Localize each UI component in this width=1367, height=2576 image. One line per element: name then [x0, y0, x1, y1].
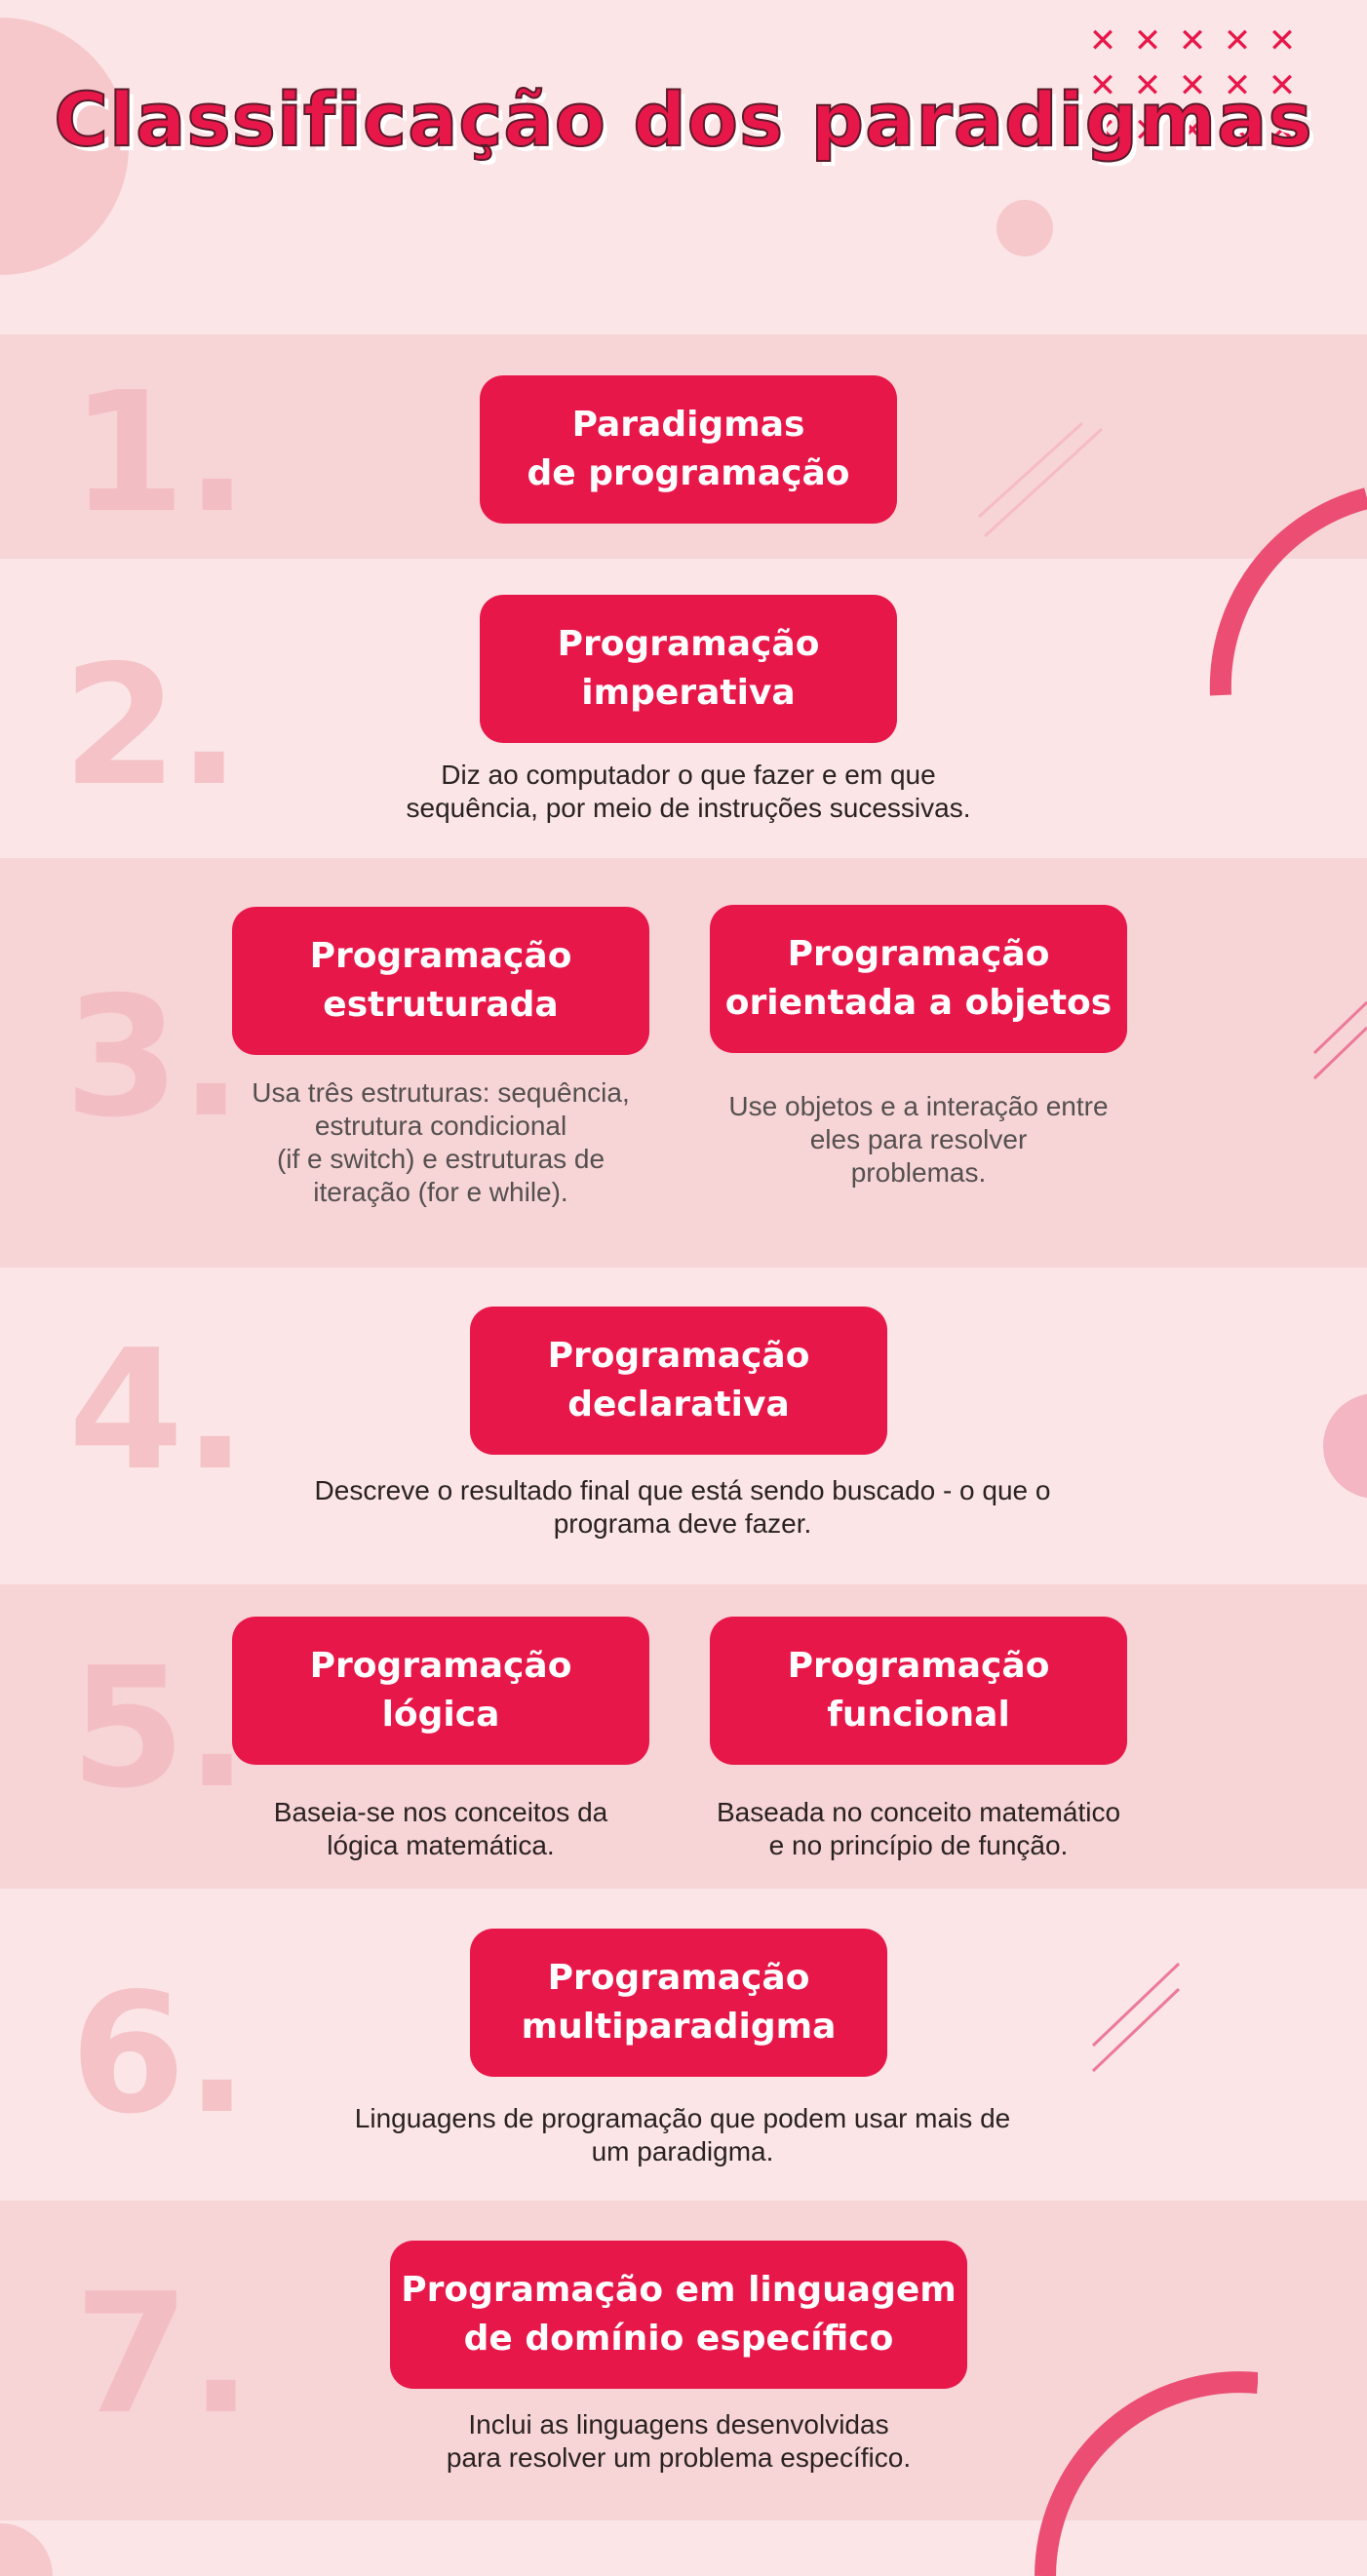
box-programacao-estruturada: Programação estruturada	[232, 907, 649, 1055]
section-number-3: 3.	[64, 961, 243, 1154]
section-number-6: 6.	[70, 1958, 249, 2151]
section-number-1: 1.	[70, 357, 249, 550]
diagonal-lines-decoration-1	[977, 421, 1104, 538]
corner-circle-decoration	[0, 2523, 53, 2576]
box-programacao-declarativa: Programação declarativa	[470, 1307, 887, 1455]
box-paradigmas-de-programacao: Paradigmas de programação	[480, 375, 897, 524]
box-programacao-logica: Programação lógica	[232, 1617, 649, 1765]
page-title: Classificação dos paradigmas	[53, 75, 1313, 164]
arc-decoration-bottom	[1035, 2371, 1258, 2576]
arc-decoration-top	[1209, 488, 1367, 696]
description-imperativa: Diz ao computador o que fazer e em que s…	[406, 760, 971, 823]
description-funcional: Baseada no conceito matemático e no prin…	[716, 1797, 1121, 1860]
section-number-2: 2.	[62, 630, 241, 823]
section-number-7: 7.	[74, 2258, 253, 2451]
description-dominio-especifico: Inclui as linguagens desenvolvidas para …	[446, 2409, 912, 2473]
box-programacao-funcional: Programação funcional	[710, 1617, 1127, 1765]
band-5	[0, 1584, 1367, 1889]
header-band	[0, 0, 1367, 334]
section-number-4: 4.	[68, 1314, 247, 1507]
cross-pattern-icon: ✕ ✕ ✕ ✕ ✕ ✕ ✕ ✕ ✕ ✕ ✕ ✕ ✕ ✕ ✕	[1088, 21, 1297, 150]
half-circle-decoration	[1323, 1393, 1367, 1499]
big-circle-decoration	[0, 18, 129, 275]
box-programacao-multiparadigma: Programação multiparadigma	[470, 1929, 887, 2077]
box-programacao-imperativa: Programação imperativa	[480, 595, 897, 743]
box-programacao-orientada-a-objetos: Programação orientada a objetos	[710, 905, 1127, 1053]
diagonal-lines-decoration-2	[1312, 1000, 1367, 1080]
description-estruturada: Usa três estruturas: sequência, estrutur…	[252, 1077, 630, 1207]
description-declarativa: Descreve o resultado final que está send…	[314, 1475, 1051, 1539]
description-orientada-a-objetos: Use objetos e a interação entre eles par…	[728, 1091, 1109, 1188]
description-multiparadigma: Linguagens de programação que podem usar…	[354, 2103, 1011, 2166]
small-circle-decoration	[996, 200, 1053, 256]
box-programacao-em-linguagem-de-dominio-especifico: Programação em linguagem de domínio espe…	[390, 2241, 967, 2389]
description-logica: Baseia-se nos conceitos da lógica matemá…	[273, 1797, 608, 1860]
section-number-5: 5.	[70, 1632, 249, 1825]
diagonal-lines-decoration-3	[1091, 1962, 1181, 2073]
band-3	[0, 858, 1367, 1268]
footer-band	[0, 2520, 1367, 2576]
